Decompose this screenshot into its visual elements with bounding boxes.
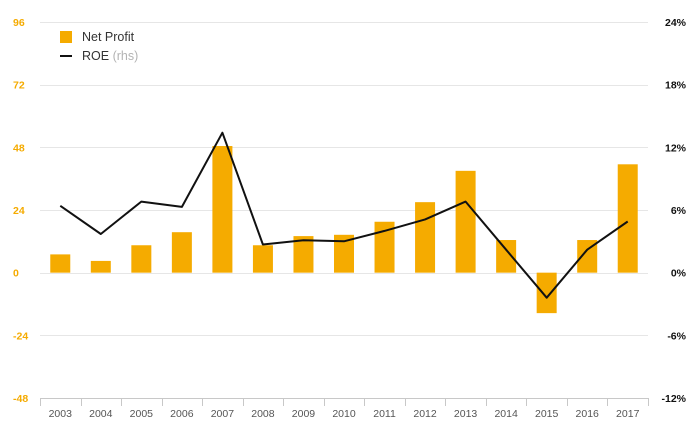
legend: Net Profit ROE (rhs): [60, 27, 138, 65]
bar-net-profit-2003: [50, 254, 71, 273]
left-tick-label: 72: [13, 80, 25, 92]
line-roe: [59, 131, 629, 299]
x-tick-label-2010: 2010: [332, 408, 356, 420]
bar-net-profit-2009: [293, 236, 314, 273]
legend-swatch-roe: [60, 54, 72, 57]
x-tick-label-2008: 2008: [251, 408, 275, 420]
legend-item-net-profit: Net Profit: [60, 27, 138, 46]
right-tick-label: -6%: [667, 330, 686, 342]
bar-net-profit-2016: [577, 240, 598, 273]
x-tick-label-2017: 2017: [616, 408, 640, 420]
right-tick-label: 6%: [671, 205, 687, 217]
x-tick-label-2003: 2003: [49, 408, 73, 420]
bar-net-profit-2011: [374, 221, 395, 273]
legend-label-roe-suffix: (rhs): [112, 48, 139, 63]
bar-net-profit-2010: [334, 234, 354, 273]
bar-net-profit-2015: [536, 272, 557, 314]
x-tick-label-2005: 2005: [130, 408, 154, 420]
left-tick-label: 0: [13, 268, 19, 280]
x-tick-label-2014: 2014: [494, 408, 518, 420]
x-tick-label-2011: 2011: [373, 408, 396, 420]
legend-label-net-profit: Net Profit: [82, 29, 135, 44]
legend-label-roe: ROE: [82, 48, 110, 63]
left-tick-label: -24: [13, 330, 28, 342]
right-tick-label: 0%: [671, 268, 687, 280]
left-tick-label: 48: [13, 142, 25, 154]
bar-net-profit-2017: [617, 164, 638, 273]
left-tick-label: 96: [13, 17, 25, 29]
left-tick-label: 24: [13, 205, 25, 217]
legend-swatch-net-profit: [60, 30, 72, 43]
bar-net-profit-2013: [455, 170, 476, 273]
bar-net-profit-2006: [171, 232, 192, 273]
x-tick-label-2012: 2012: [413, 408, 437, 420]
right-tick-label: -12%: [661, 393, 686, 405]
right-tick-label: 24%: [665, 17, 687, 29]
x-tick-label-2015: 2015: [535, 408, 559, 420]
bar-net-profit-2007: [212, 146, 233, 273]
bar-net-profit-2012: [415, 202, 436, 273]
right-tick-label: 18%: [665, 80, 687, 92]
x-tick-label-2004: 2004: [89, 408, 113, 420]
x-tick-label-2009: 2009: [292, 408, 316, 420]
left-tick-label: -48: [13, 393, 28, 405]
bar-net-profit-2004: [90, 260, 111, 273]
legend-item-roe: ROE (rhs): [60, 46, 138, 65]
bar-net-profit-2014: [496, 240, 517, 273]
right-tick-label: 12%: [665, 142, 687, 154]
x-tick-label-2006: 2006: [170, 408, 194, 420]
bar-net-profit-2008: [252, 245, 273, 273]
x-tick-label-2013: 2013: [454, 408, 478, 420]
bar-net-profit-2005: [131, 245, 152, 273]
x-tick-label-2016: 2016: [576, 408, 600, 420]
x-tick-label-2007: 2007: [211, 408, 235, 420]
